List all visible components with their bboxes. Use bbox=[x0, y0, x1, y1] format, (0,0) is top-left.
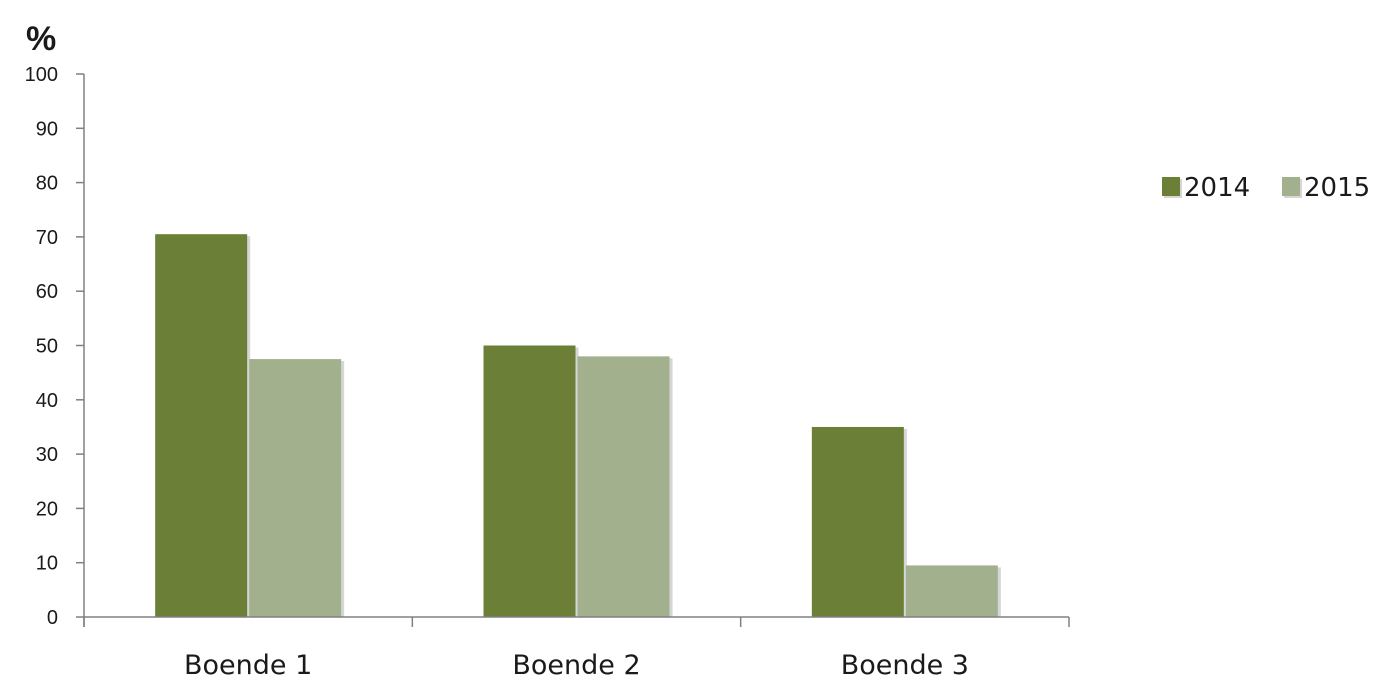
y-unit-label: % bbox=[26, 20, 56, 58]
y-tick-label: 20 bbox=[36, 498, 58, 520]
y-tick-label: 30 bbox=[36, 444, 58, 466]
y-tick-label: 0 bbox=[47, 607, 58, 629]
y-tick-label: 70 bbox=[36, 227, 58, 249]
legend: 2014 2015 bbox=[1162, 173, 1370, 203]
bar-2015-boende-3 bbox=[905, 565, 998, 617]
y-tick-label: 90 bbox=[36, 118, 58, 140]
legend-swatch-2015 bbox=[1282, 177, 1300, 196]
bar-2015-boende-2 bbox=[577, 356, 670, 617]
x-tick-label: Boende 3 bbox=[841, 650, 969, 680]
y-tick-label: 80 bbox=[36, 173, 58, 195]
bar-2014-boende-1 bbox=[155, 234, 248, 617]
bar-2014-boende-3 bbox=[811, 426, 904, 617]
y-tick-label: 40 bbox=[36, 390, 58, 412]
y-tick-label: 60 bbox=[36, 281, 58, 303]
bar-2014-boende-2 bbox=[483, 345, 576, 617]
y-tick-label: 10 bbox=[36, 553, 58, 575]
y-tick-label: 100 bbox=[25, 64, 58, 86]
x-tick-label: Boende 1 bbox=[184, 650, 312, 680]
bars bbox=[155, 234, 1001, 617]
legend-label-2014: 2014 bbox=[1184, 173, 1250, 203]
y-axis-ticks: 0 10 20 30 40 50 60 70 80 90 100 bbox=[25, 64, 84, 629]
axes bbox=[83, 74, 1070, 627]
legend-swatch-2014 bbox=[1162, 177, 1180, 196]
x-tick-label: Boende 2 bbox=[512, 650, 640, 680]
legend-label-2015: 2015 bbox=[1304, 173, 1370, 203]
x-axis-ticks: Boende 1 Boende 2 Boende 3 bbox=[184, 650, 969, 681]
y-tick-label: 50 bbox=[36, 336, 58, 358]
bar-2015-boende-1 bbox=[249, 359, 342, 617]
